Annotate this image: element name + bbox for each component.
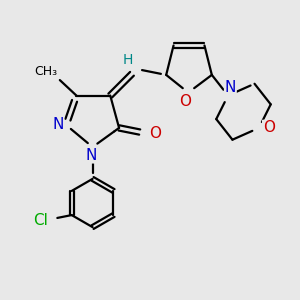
Text: H: H — [123, 52, 133, 67]
Text: CH₃: CH₃ — [34, 65, 58, 78]
Text: O: O — [263, 120, 275, 135]
Text: Cl: Cl — [33, 214, 48, 229]
Text: N: N — [52, 118, 64, 133]
Text: O: O — [149, 126, 161, 141]
Text: N: N — [85, 148, 97, 163]
Text: N: N — [225, 80, 236, 95]
Text: O: O — [179, 94, 191, 109]
